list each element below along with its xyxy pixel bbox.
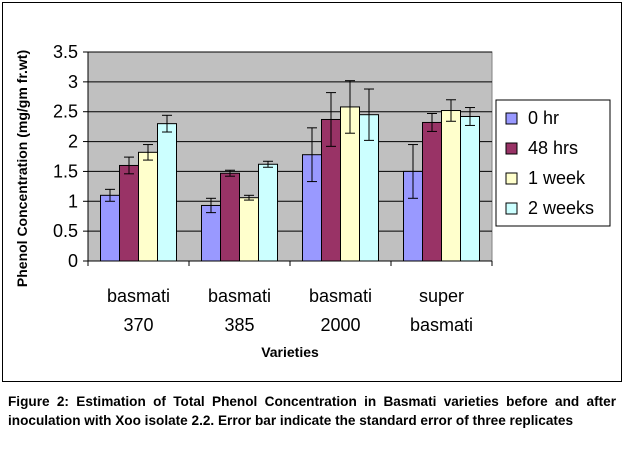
bar (201, 204, 221, 262)
y-tick-label: 2 (68, 132, 78, 152)
bar (258, 163, 278, 262)
legend-swatch (505, 112, 518, 125)
bar (220, 172, 240, 262)
bar (460, 115, 480, 262)
y-axis-title: Phenol Concentration (mg/gm fr.wt) (14, 50, 30, 287)
x-tick-label: basmati (410, 315, 473, 335)
y-tick-label: 3.5 (53, 42, 78, 62)
bar (100, 194, 120, 262)
legend-label: 0 hr (528, 108, 559, 128)
x-tick-label: basmati (309, 286, 372, 306)
x-tick-label: 385 (224, 315, 254, 335)
y-tick-label: 3 (68, 72, 78, 92)
y-tick-label: 0 (68, 251, 78, 271)
bar (138, 151, 158, 262)
y-tick-label: 1 (68, 191, 78, 211)
bar (157, 123, 177, 262)
x-tick-label: 2000 (320, 315, 360, 335)
legend-label: 2 weeks (528, 198, 594, 218)
bar (441, 110, 461, 262)
figure-caption: Figure 2: Estimation of Total Phenol Con… (8, 394, 616, 428)
legend-swatch (505, 202, 518, 215)
y-tick-label: 2.5 (53, 102, 78, 122)
chart-canvas: 0 0.5 1 1.5 2 2.5 3 3.5 basmati 370 basmati 385 basm… (14, 42, 611, 360)
x-tick-label: 370 (123, 315, 153, 335)
x-tick-label: super (419, 286, 464, 306)
legend-label: 1 week (528, 168, 586, 188)
y-tick-label: 0.5 (53, 221, 78, 241)
bar (239, 197, 259, 262)
legend-swatch (505, 172, 518, 185)
bar (422, 121, 442, 262)
x-tick-label: basmati (107, 286, 170, 306)
legend-swatch (505, 142, 518, 155)
legend-label: 48 hrs (528, 138, 578, 158)
y-tick-label: 1.5 (53, 161, 78, 181)
x-axis-title: Varieties (261, 344, 319, 360)
bar (119, 164, 139, 262)
chart: 0 0.5 1 1.5 2 2.5 3 3.5 basmati 370 basmati 385 basm… (14, 42, 611, 360)
x-tick-label: basmati (208, 286, 271, 306)
